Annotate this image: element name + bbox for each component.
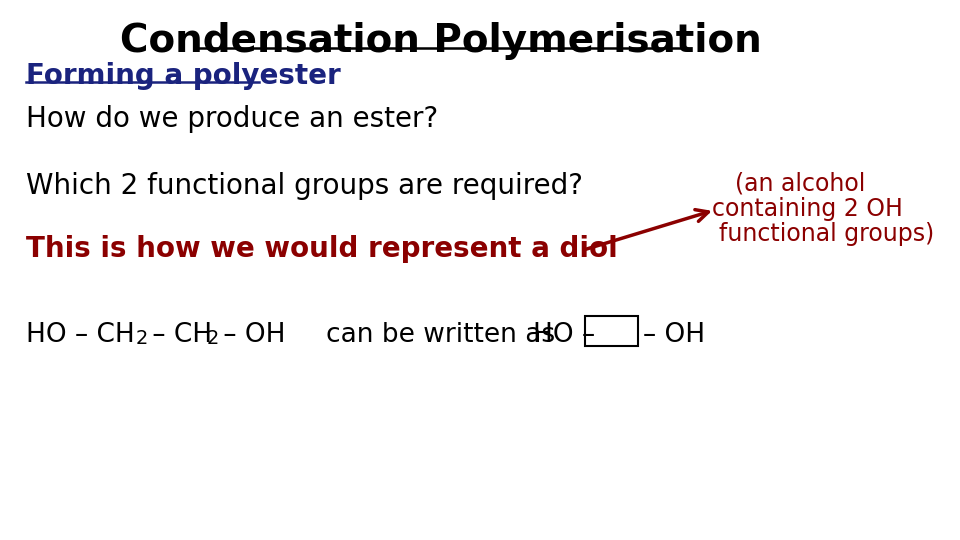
Text: Which 2 functional groups are required?: Which 2 functional groups are required? (26, 172, 583, 200)
Text: – OH: – OH (643, 322, 706, 348)
Text: containing 2 OH: containing 2 OH (712, 197, 902, 221)
Text: – CH: – CH (144, 322, 212, 348)
Text: Forming a polyester: Forming a polyester (26, 62, 341, 90)
Text: (an alcohol: (an alcohol (735, 172, 865, 196)
Text: 2: 2 (136, 329, 149, 348)
FancyArrowPatch shape (586, 210, 708, 249)
Text: functional groups): functional groups) (719, 222, 935, 246)
Bar (586, 316, 638, 346)
Text: – OH: – OH (215, 322, 285, 348)
Text: Condensation Polymerisation: Condensation Polymerisation (120, 22, 762, 60)
Text: HO – CH: HO – CH (26, 322, 134, 348)
Text: HO –: HO – (533, 322, 595, 348)
Text: 2: 2 (206, 329, 219, 348)
Text: This is how we would represent a diol: This is how we would represent a diol (26, 235, 617, 263)
Text: can be written as: can be written as (326, 322, 555, 348)
Text: How do we produce an ester?: How do we produce an ester? (26, 105, 438, 133)
